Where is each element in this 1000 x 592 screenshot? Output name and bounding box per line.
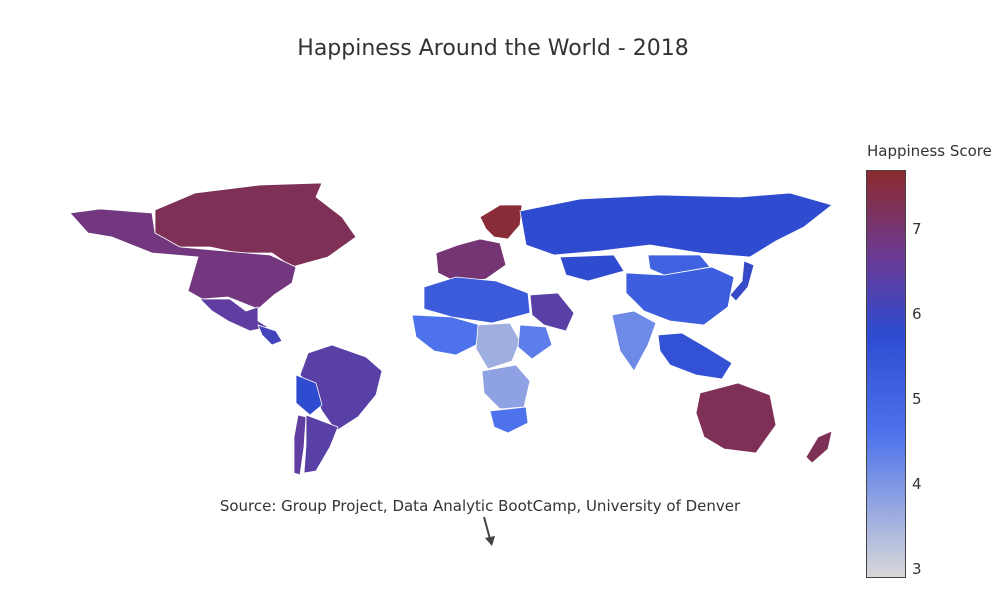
colorbar-tick: 3 — [912, 559, 922, 578]
colorbar — [866, 170, 906, 578]
world-map[interactable] — [60, 175, 850, 475]
country-west-africa[interactable] — [411, 314, 481, 356]
country-south-africa[interactable] — [489, 406, 529, 434]
country-western-europe[interactable] — [435, 238, 507, 284]
country-saudi-arabia[interactable] — [529, 292, 575, 332]
colorbar-tick: 7 — [912, 219, 922, 238]
country-bolivia[interactable] — [295, 374, 323, 416]
country-kazakhstan[interactable] — [559, 254, 625, 282]
country-united-states[interactable] — [69, 208, 297, 310]
country-southern-africa[interactable] — [481, 364, 531, 410]
colorbar-tick: 4 — [912, 474, 922, 493]
country-central-africa[interactable] — [475, 322, 521, 370]
country-new-zealand[interactable] — [805, 430, 833, 464]
country-mongolia[interactable] — [647, 254, 711, 276]
country-southeast-asia[interactable] — [657, 332, 733, 380]
colorbar-title: Happiness Score — [867, 142, 992, 160]
country-russia[interactable] — [519, 192, 833, 258]
country-australia[interactable] — [695, 382, 777, 454]
colorbar-tick: 5 — [912, 389, 922, 408]
country-argentina[interactable] — [303, 414, 339, 474]
colorbar-tick: 6 — [912, 304, 922, 323]
country-canada[interactable] — [154, 182, 357, 268]
country-central-america[interactable] — [257, 324, 283, 346]
country-chile[interactable] — [293, 414, 307, 475]
country-ethiopia[interactable] — [517, 324, 553, 360]
country-north-africa[interactable] — [423, 276, 531, 324]
country-japan[interactable] — [729, 260, 755, 302]
source-annotation: Source: Group Project, Data Analytic Boo… — [219, 497, 741, 515]
country-india[interactable] — [611, 310, 657, 372]
country-nordic-countries[interactable] — [479, 204, 523, 240]
annotation-arrow-icon — [483, 516, 495, 546]
country-mexico[interactable] — [199, 298, 270, 332]
chart-title: Happiness Around the World - 2018 — [297, 36, 689, 61]
map-regions — [69, 182, 833, 475]
